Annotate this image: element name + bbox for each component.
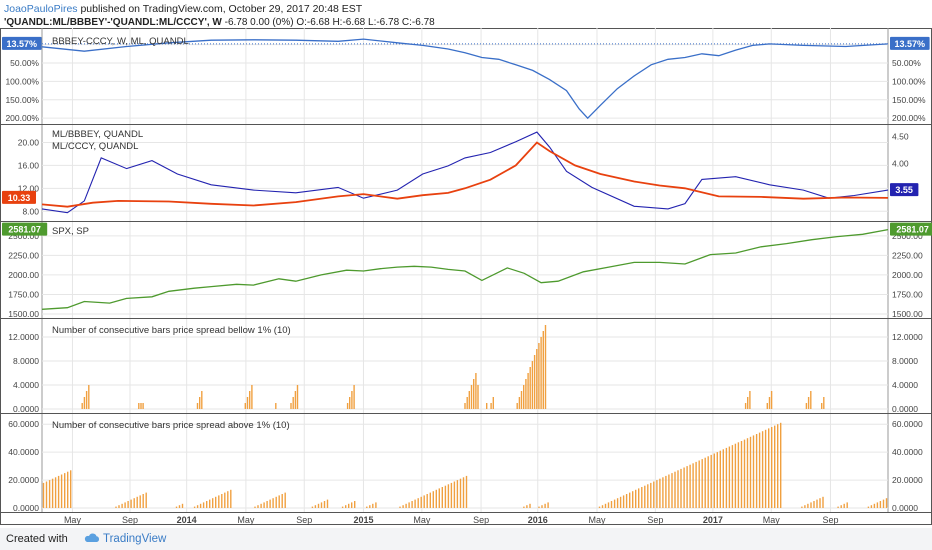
above-1pct-left-tick-label: 0.0000	[13, 503, 39, 513]
tradingview-logo[interactable]: TradingView	[84, 528, 166, 550]
spx-left-tick-label: 1500.00	[8, 309, 39, 319]
spread-left-tick-label: 50.00%	[10, 58, 39, 68]
above-1pct-pane-title: Number of consecutive bars price spread …	[52, 420, 290, 431]
spx-left-tick-label: 2000.00	[8, 270, 39, 280]
below-1pct-right-tick-label: 0.0000	[892, 404, 918, 414]
yields-left-tick-label: 12.00	[18, 183, 40, 193]
x-axis-tick-label: May	[237, 515, 255, 525]
bbbey-last-value-tag: 3.55	[890, 183, 919, 197]
spx-right-tick-label: 2000.00	[892, 270, 923, 280]
x-axis-tick-label: May	[64, 515, 82, 525]
above-1pct-left-tick-label: 60.0000	[8, 419, 39, 429]
spread-left-tick-label: 100.00%	[5, 76, 39, 86]
cccy-last-value-tag-text: 10.33	[8, 193, 31, 203]
bbbey-last-value-tag-bg	[890, 183, 919, 197]
chart-area[interactable]: May Sep 2014 May Sep 2015 May Sep 2016 May Sep 2017…	[0, 28, 932, 528]
spx-last-value-right-tag: 2581.07	[890, 222, 932, 236]
spx-last-value-left-tag: 2581.07	[2, 222, 48, 236]
x-axis-tick-label: May	[588, 515, 606, 525]
symbol-ohlc-values: -6.78 0.00 (0%) O:-6.68 H:-6.68 L:-6.78 …	[224, 17, 435, 28]
bbbey-line	[41, 131, 889, 214]
cccy-legend-label: ML/CCCY, QUANDL	[52, 141, 138, 152]
x-axis-tick-label: May	[413, 515, 431, 525]
cccy-last-value-tag: 10.33	[2, 190, 36, 204]
spread-right-tick-label: 100.00%	[892, 76, 926, 86]
cloud-icon	[84, 533, 100, 542]
spx-right-tick-label: 1750.00	[892, 289, 923, 299]
cccy-line	[41, 141, 889, 208]
spx-pane-title: SPX, SP	[52, 226, 89, 237]
spread-pane-title: BBBEY-CCCY, W, ML, QUANDL	[52, 36, 189, 47]
author-link[interactable]: JoaoPauloPires	[4, 3, 78, 15]
spread-line	[41, 38, 889, 120]
below-1pct-left-tick-label: 4.0000	[13, 380, 39, 390]
spx-left-tick-label: 1750.00	[8, 289, 39, 299]
x-axis-tick-label: Sep	[822, 515, 838, 525]
above-1pct-right-tick-label: 40.0000	[892, 447, 923, 457]
spread-right-tick-label: 150.00%	[892, 95, 926, 105]
x-axis-tick-label: Sep	[122, 515, 138, 525]
spread-last-value-left-tag-bg	[2, 36, 42, 50]
chart-header: JoaoPauloPires published on TradingView.…	[4, 2, 924, 30]
below-1pct-right-tick-label: 4.0000	[892, 380, 918, 390]
x-axis-tick-label: Sep	[473, 515, 489, 525]
above-1pct-left-tick-label: 40.0000	[8, 447, 39, 457]
spread-right-tick-label: 50.00%	[892, 58, 921, 68]
spread-last-value-right-tag-bg	[890, 36, 930, 50]
spread-last-value-right-tag-text: 13.57%	[895, 39, 926, 49]
yields-left-tick-label: 16.00	[18, 160, 40, 170]
tradingview-brand: TradingView	[103, 533, 167, 545]
spread-left-tick-label: 150.00%	[5, 95, 39, 105]
yields-right-tick-label: 4.50	[892, 131, 909, 141]
x-axis-tick-label: 2016	[528, 515, 548, 525]
spx-right-tick-label: 2500.00	[892, 231, 923, 241]
above-1pct-right-tick-label: 0.0000	[892, 503, 918, 513]
bbbey-legend-label: ML/BBBEY, QUANDL	[52, 129, 143, 140]
yields-left-tick-label: 8.00	[22, 206, 39, 216]
yields-left-tick-label: 20.00	[18, 137, 40, 147]
spx-left-tick-label: 2500.00	[8, 231, 39, 241]
spread-left-tick-label: 200.00%	[5, 113, 39, 123]
symbol-name: 'QUANDL:ML/BBBEY'-'QUANDL:ML/CCCY', W	[4, 17, 222, 28]
spx-right-tick-label: 1500.00	[892, 309, 923, 319]
x-axis-tick-label: 2014	[177, 515, 197, 525]
below-1pct-left-tick-label: 8.0000	[13, 356, 39, 366]
bbbey-last-value-tag-text: 3.55	[895, 185, 913, 195]
published-text: published on TradingView.com, October 29…	[80, 3, 363, 15]
spx-last-value-right-tag-bg	[890, 222, 932, 236]
x-axis-tick-label: Sep	[296, 515, 312, 525]
x-axis-tick-label: Sep	[647, 515, 663, 525]
spread-right-tick-label: 200.00%	[892, 113, 926, 123]
x-axis-tick-label: 2017	[703, 515, 723, 525]
cccy-last-value-tag-bg	[2, 190, 36, 204]
spread-last-value-left-tag-text: 13.57%	[7, 39, 38, 49]
created-with-label: Created with	[6, 533, 68, 545]
publish-line: JoaoPauloPires published on TradingView.…	[4, 2, 924, 16]
above-1pct-right-tick-label: 20.0000	[892, 475, 923, 485]
below-1pct-right-tick-label: 8.0000	[892, 356, 918, 366]
above-1pct-left-tick-label: 20.0000	[8, 475, 39, 485]
spread-last-value-right-tag: 13.57%	[890, 36, 930, 50]
x-axis-tick-label: 2015	[353, 515, 373, 525]
above-1pct-right-tick-label: 60.0000	[892, 419, 923, 429]
x-axis-tick-label: May	[763, 515, 781, 525]
spx-line	[41, 228, 889, 310]
spx-last-value-left-tag-bg	[2, 222, 48, 236]
spx-last-value-right-tag-text: 2581.07	[896, 225, 929, 235]
spx-right-tick-label: 2250.00	[892, 250, 923, 260]
yields-right-tick-label: 4.00	[892, 158, 909, 168]
symbol-line: 'QUANDL:ML/BBBEY'-'QUANDL:ML/CCCY', W -6…	[4, 16, 924, 30]
footer-bar: Created with TradingView	[0, 528, 932, 550]
below-1pct-left-tick-label: 12.0000	[8, 332, 39, 342]
spx-last-value-left-tag-text: 2581.07	[8, 225, 41, 235]
below-1pct-left-tick-label: 0.0000	[13, 404, 39, 414]
below-1pct-right-tick-label: 12.0000	[892, 332, 923, 342]
chart-frame	[0, 28, 932, 525]
spx-left-tick-label: 2250.00	[8, 250, 39, 260]
spread-last-value-left-tag: 13.57%	[2, 36, 42, 50]
below-1pct-pane-title: Number of consecutive bars price spread …	[52, 325, 291, 336]
